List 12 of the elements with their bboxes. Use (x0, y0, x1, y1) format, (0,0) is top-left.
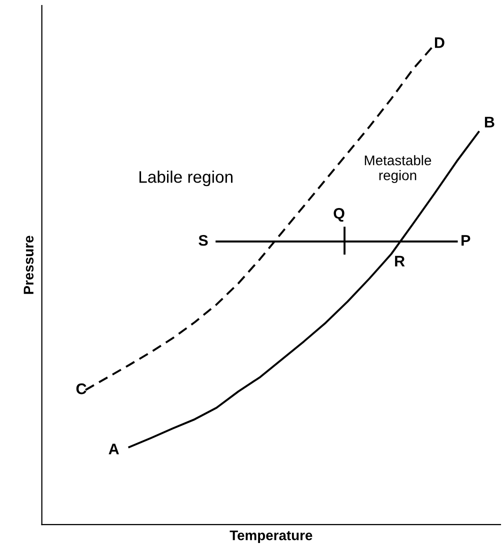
annotation: R (395, 256, 405, 266)
annotation: Q (334, 208, 344, 222)
y-axis-title: Pressure (24, 236, 34, 294)
annotation: S (198, 234, 208, 246)
annotation: Labile region (139, 170, 232, 186)
x-axis-title: Temperature (230, 530, 312, 544)
annotation: C (76, 383, 86, 394)
annotation: A (108, 444, 119, 454)
annotation: D (434, 37, 444, 48)
annotation: P (462, 235, 470, 246)
annotation: Metastable region (364, 155, 432, 183)
annotation: B (484, 116, 494, 128)
